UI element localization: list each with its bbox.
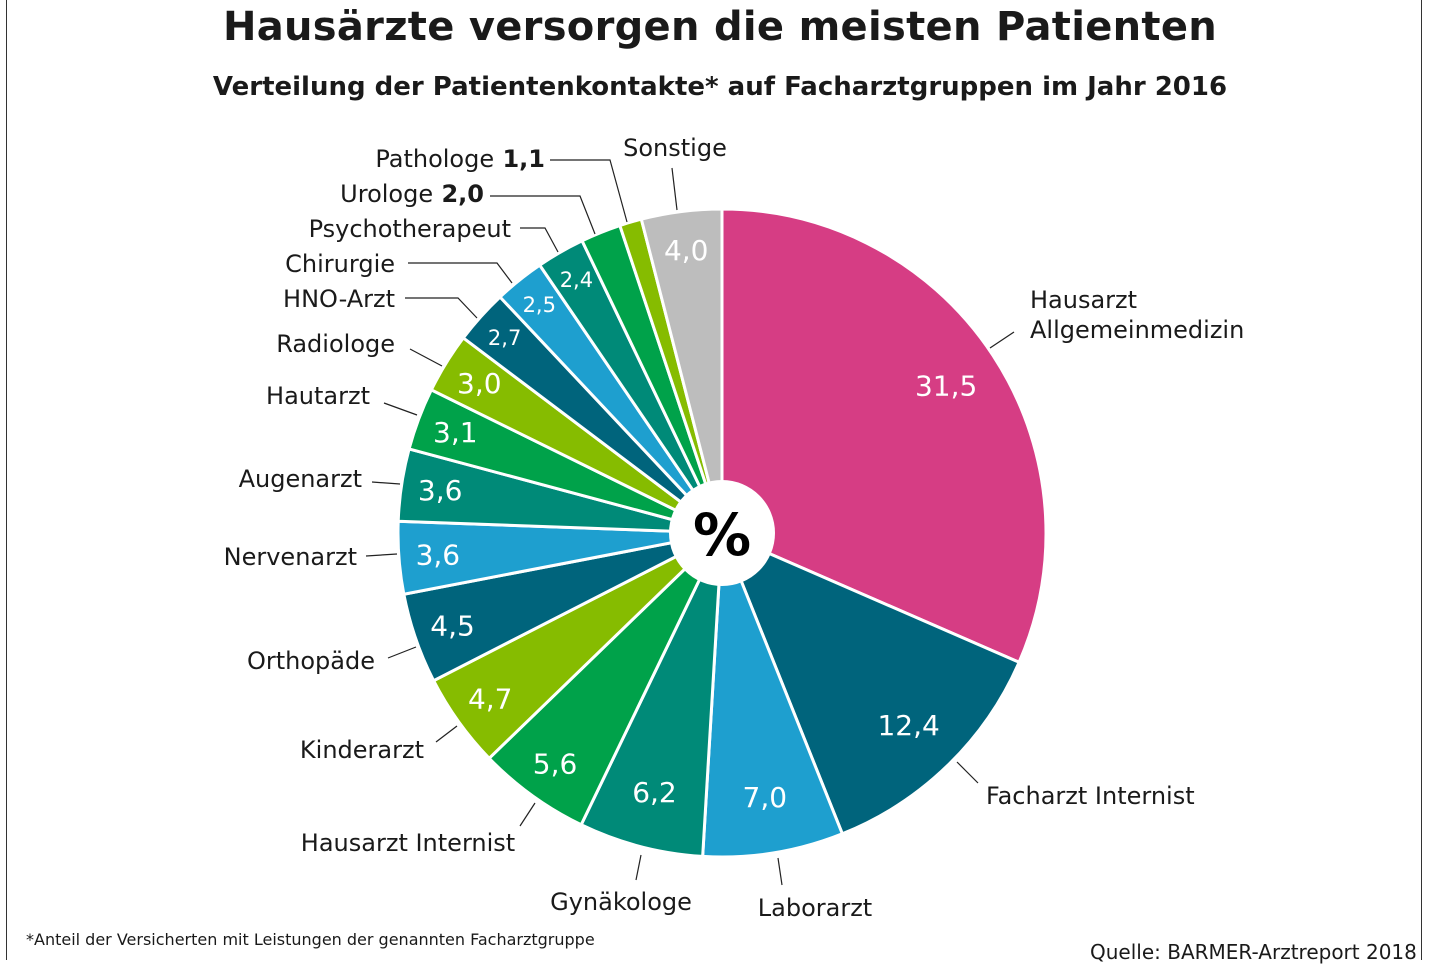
data-label: 7,0 [743, 781, 788, 814]
data-label: 2,4 [560, 268, 593, 292]
category-label: Pathologe 1,1 [375, 145, 545, 173]
data-label: 3,6 [418, 474, 463, 507]
data-label: 4,7 [468, 682, 513, 715]
data-label: 3,6 [416, 538, 461, 571]
category-label: Chirurgie [285, 250, 395, 278]
data-label: 4,0 [664, 234, 709, 267]
category-label: Hausarzt Allgemeinmedizin [1030, 286, 1245, 344]
leader-line [550, 159, 628, 223]
category-label: Sonstige [623, 134, 727, 162]
data-label: 12,4 [877, 709, 939, 742]
category-label: Kinderarzt [299, 736, 424, 764]
leader-line [435, 725, 458, 743]
data-label: 6,2 [632, 776, 677, 809]
category-label: Augenarzt [238, 465, 362, 493]
category-label: Orthopäde [246, 647, 375, 675]
chart-title: Hausärzte versorgen die meisten Patiente… [222, 4, 1218, 50]
category-label: Radiologe [276, 330, 395, 358]
data-label: 4,5 [430, 609, 475, 642]
center-percent-label: % [693, 501, 751, 569]
data-label: 1,1 [494, 145, 545, 173]
data-label: 2,0 [433, 180, 484, 208]
leader-line [519, 802, 536, 827]
category-label: Hausarzt Internist [300, 829, 516, 857]
leader-line [383, 402, 418, 416]
leader-line [408, 262, 513, 284]
donut-hole [669, 480, 775, 586]
leader-line [520, 227, 559, 253]
leader-line [365, 553, 398, 557]
category-label: Facharzt Internist [986, 782, 1195, 810]
data-label: 2,5 [523, 293, 556, 317]
pie-slice [639, 207, 724, 534]
leader-line [671, 167, 678, 211]
frame-right [1421, 0, 1422, 960]
leader-line [635, 854, 642, 881]
data-label: 3,1 [433, 416, 478, 449]
leader-line [490, 195, 596, 235]
category-label: Urologe 2,0 [340, 180, 484, 208]
leader-line [405, 297, 478, 319]
pie-slice [720, 207, 1048, 665]
category-label: Hautarzt [266, 382, 370, 410]
leader-line [989, 331, 1015, 349]
category-label: Psychotherapeut [308, 215, 511, 243]
category-label: Gynäkologe [550, 888, 692, 916]
leader-line [956, 761, 979, 784]
pie-slice [579, 532, 724, 859]
leader-line [409, 348, 443, 367]
footnote: *Anteil der Versicherten mit Leistungen … [26, 930, 595, 949]
data-label: 31,5 [915, 370, 977, 403]
data-label: 3,0 [457, 367, 502, 400]
chart-subtitle: Verteilung der Patientenkontakte* auf Fa… [212, 72, 1228, 102]
leader-line [387, 646, 417, 659]
source-note: Quelle: BARMER-Arztreport 2018 [1090, 940, 1417, 964]
leader-line [371, 481, 401, 485]
category-label: Laborarzt [757, 894, 873, 922]
pie-slice [701, 532, 845, 859]
frame-left [6, 0, 7, 960]
category-label: Nervenarzt [223, 543, 357, 571]
data-label: 2,7 [488, 326, 521, 350]
category-label: HNO-Arzt [283, 285, 395, 313]
pie-slice [719, 530, 1022, 836]
data-label: 5,6 [533, 747, 578, 780]
leader-line [777, 857, 783, 886]
